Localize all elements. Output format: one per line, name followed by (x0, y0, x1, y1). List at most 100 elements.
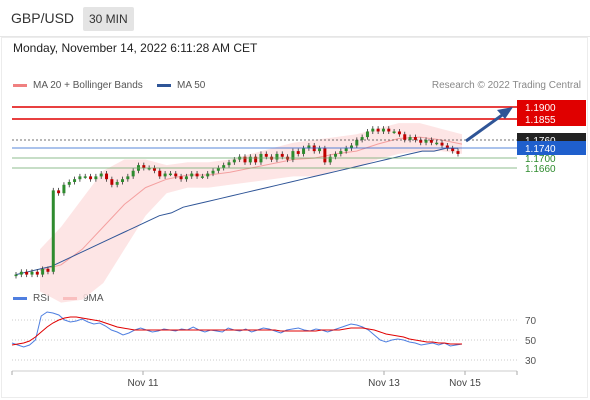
candle-body (35, 271, 39, 275)
candle-body (46, 268, 50, 272)
ma50-swatch (157, 83, 171, 87)
candle (41, 266, 45, 278)
candle (62, 182, 66, 196)
candle-body (222, 165, 226, 168)
price-level-label: 1.1700 (525, 154, 556, 165)
ma50-legend-label: MA 50 (177, 80, 206, 91)
candle-body (126, 176, 130, 180)
bollinger-band-area (40, 123, 462, 303)
price-level-label: 1.1900 (525, 103, 556, 114)
candle-body (142, 165, 146, 168)
candle (248, 154, 252, 165)
candle-body (456, 151, 460, 154)
candle-body (184, 176, 188, 180)
candle (403, 131, 407, 143)
candle (318, 145, 322, 154)
candle-body (403, 134, 407, 140)
candle (291, 148, 295, 163)
candle-body (115, 181, 119, 185)
candle-body (163, 173, 167, 177)
candle-body (291, 151, 295, 160)
forecast-arrow-head (497, 107, 513, 119)
candle-body (200, 176, 204, 178)
candle-body (19, 271, 23, 275)
candle (121, 176, 125, 185)
candle-body (30, 271, 34, 275)
candle-body (302, 148, 306, 154)
candle (211, 168, 215, 177)
candle (254, 154, 258, 165)
candle (200, 173, 204, 179)
candle-body (62, 184, 66, 194)
candle (142, 162, 146, 171)
price-level-pivot: 1.1740 (12, 141, 586, 155)
price-level-label: 1.1740 (525, 144, 556, 155)
candle (222, 162, 226, 171)
candle-body (227, 162, 231, 166)
candle (424, 137, 428, 146)
candle-body (121, 179, 125, 182)
candle (35, 269, 39, 278)
candle (227, 159, 231, 168)
candle-body (51, 190, 55, 272)
candle-body (147, 167, 151, 170)
candle (51, 187, 55, 275)
candle (89, 173, 93, 182)
candle-body (371, 128, 375, 132)
candle-body (41, 268, 45, 275)
candle-body (211, 170, 215, 174)
candle (158, 168, 162, 179)
symbol-label: GBP/USD (11, 10, 75, 26)
x-axis: Nov 11 Nov 13 Nov 15 (11, 370, 518, 389)
candle-body (360, 137, 364, 140)
candle (206, 171, 210, 179)
candle-body (376, 128, 380, 132)
candle-body (445, 145, 449, 149)
candle-body (296, 151, 300, 154)
candle-body (328, 156, 332, 163)
candle (19, 269, 23, 278)
candle-body (216, 167, 220, 171)
candle (163, 171, 167, 179)
candle-body (451, 148, 455, 152)
credit-text: Research © 2022 Trading Central (431, 80, 581, 91)
candle (184, 173, 188, 182)
candle-body (206, 173, 210, 177)
candle (296, 148, 300, 157)
candle-body (349, 145, 353, 149)
rsi-level-label: 30 (525, 356, 537, 367)
price-level-support: 1.1660 (12, 164, 556, 175)
timeframe-button[interactable]: 30 MIN (83, 7, 134, 31)
candle-body (25, 271, 29, 275)
candle (25, 269, 29, 278)
candle-body (318, 148, 322, 152)
ma20-swatch (13, 83, 27, 87)
candle-body (355, 139, 359, 146)
candle-body (232, 159, 236, 163)
candle-body (248, 156, 252, 163)
rsi-legend-label: RSI (33, 293, 50, 304)
candle-body (195, 173, 199, 177)
candle-body (110, 179, 114, 185)
candle (99, 171, 103, 179)
candle-body (73, 179, 77, 182)
candle-body (334, 153, 338, 157)
candle (131, 168, 135, 179)
candle (174, 171, 178, 179)
candle (451, 145, 455, 154)
candle (168, 171, 172, 177)
x-axis-label: Nov 11 (128, 378, 159, 389)
ma50-line (15, 147, 458, 276)
candle (105, 171, 109, 182)
candle (57, 187, 61, 196)
x-axis-label: Nov 13 (368, 378, 400, 389)
candle-body (339, 151, 343, 154)
ma20-legend-label: MA 20 + Bollinger Bands (33, 80, 143, 91)
candle (440, 140, 444, 149)
candle-body (254, 156, 258, 163)
candles (14, 126, 460, 279)
candle-body (243, 156, 247, 163)
candle-body (83, 176, 87, 178)
candle-body (408, 137, 412, 140)
